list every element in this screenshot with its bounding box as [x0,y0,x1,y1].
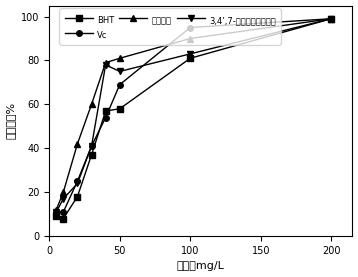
3,4’,7-三羟基二氢黄銅醇 [103,63,108,66]
Line: 3,4’,7-三羟基二氢黄銅醇: 3,4’,7-三羟基二氢黄銅醇 [53,16,334,215]
黄颏木素 [103,61,108,64]
BHT [188,57,192,60]
黄颏木素 [188,37,192,40]
BHT [329,17,333,20]
3,4’,7-三羟基二氢黄銅醇 [117,70,122,73]
BHT [61,217,66,220]
Vc [188,26,192,29]
3,4’,7-三羟基二氢黄銅醇 [54,210,58,214]
Vc [54,210,58,214]
3,4’,7-三羟基二氢黄銅醇 [90,145,94,148]
3,4’,7-三羟基二氢黄銅醇 [75,182,79,185]
Line: Vc: Vc [53,16,334,215]
Vc [103,116,108,119]
BHT [103,109,108,113]
黄颏木素 [61,191,66,194]
Vc [75,179,79,183]
黄颏木素 [117,57,122,60]
3,4’,7-三羟基二氢黄銅醇 [188,52,192,55]
BHT [54,215,58,218]
BHT [75,195,79,198]
Vc [329,17,333,20]
X-axis label: 浓度，mg/L: 浓度，mg/L [177,261,225,271]
BHT [117,107,122,111]
Legend: BHT, Vc, 黄颏木素, 3,4’,7-三羟基二氢黄銅醇: BHT, Vc, 黄颏木素, 3,4’,7-三羟基二氢黄銅醇 [59,8,281,45]
Vc [117,83,122,86]
3,4’,7-三羟基二氢黄銅醇 [61,197,66,201]
BHT [90,153,94,157]
Vc [90,145,94,148]
Line: 黄颏木素: 黄颏木素 [53,16,334,212]
黄颏木素 [75,142,79,146]
3,4’,7-三羟基二氢黄銅醇 [329,17,333,20]
Y-axis label: 消除率，%: 消除率，% [6,102,15,139]
Line: BHT: BHT [53,16,334,221]
黄颏木素 [54,208,58,211]
黄颏木素 [90,103,94,106]
黄颏木素 [329,17,333,20]
Vc [61,210,66,214]
